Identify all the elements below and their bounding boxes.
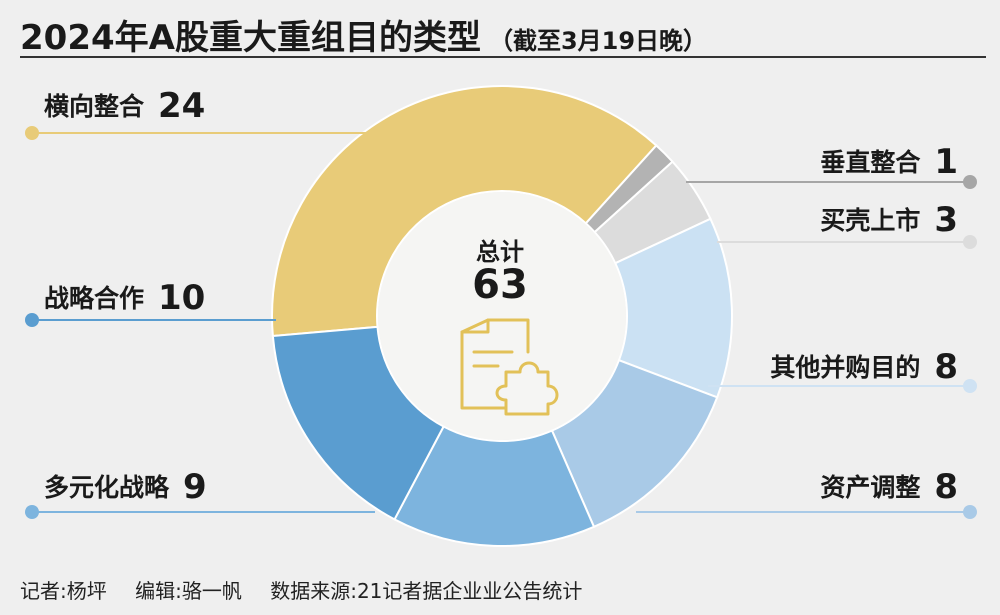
slice-value: 8 [934, 347, 958, 387]
leader-dot-6 [25, 505, 39, 519]
slice-name: 多元化战略 [44, 473, 170, 502]
footer-source: 数据来源:21记者据企业业公告统计 [270, 579, 583, 603]
slice-7 [271, 325, 445, 521]
footer-editor: 编辑:骆一帆 [135, 579, 242, 603]
slice-value: 24 [158, 86, 206, 126]
slice-1 [271, 85, 658, 338]
leader-dot-7 [25, 313, 39, 327]
footer-credits: 记者:杨坪 编辑:骆一帆 数据来源:21记者据企业业公告统计 [20, 575, 604, 604]
slice-label-7: 战略合作 10 [44, 281, 205, 315]
leader-dot-3 [963, 235, 977, 249]
slice-name: 战略合作 [44, 284, 145, 313]
slice-label-1: 横向整合 24 [44, 89, 205, 123]
slice-name: 垂直整合 [820, 148, 921, 177]
center-total-label: 总计 [476, 238, 524, 266]
slice-value: 3 [934, 200, 958, 240]
leader-dot-1 [25, 126, 39, 140]
slice-label-5: 资产调整 8 [820, 470, 958, 504]
leader-dot-4 [963, 379, 977, 393]
slice-label-4: 其他并购目的 8 [770, 350, 958, 384]
slice-value: 1 [934, 142, 958, 182]
leader-dot-2 [963, 175, 977, 189]
slice-name: 其他并购目的 [770, 353, 921, 382]
slice-value: 10 [158, 278, 206, 318]
chart-subtitle: （截至3月19日晚） [488, 27, 708, 55]
slice-name: 买壳上市 [820, 206, 921, 235]
title-divider [20, 56, 986, 58]
center-total-value: 63 [472, 262, 528, 308]
footer-reporter: 记者:杨坪 [20, 579, 107, 603]
slice-value: 8 [934, 467, 958, 507]
chart-title-text: 2024年A股重大重组目的类型 [20, 18, 481, 58]
slice-label-2: 垂直整合 1 [820, 145, 958, 179]
chart-title: 2024年A股重大重组目的类型 （截至3月19日晚） [20, 10, 707, 59]
slice-label-6: 多元化战略 9 [44, 470, 207, 504]
slice-name: 资产调整 [820, 473, 921, 502]
slice-name: 横向整合 [44, 92, 145, 121]
slice-value: 9 [183, 467, 207, 507]
document-puzzle-icon [460, 318, 559, 416]
leader-dot-5 [963, 505, 977, 519]
slice-label-3: 买壳上市 3 [820, 203, 958, 237]
donut-center [378, 192, 626, 440]
